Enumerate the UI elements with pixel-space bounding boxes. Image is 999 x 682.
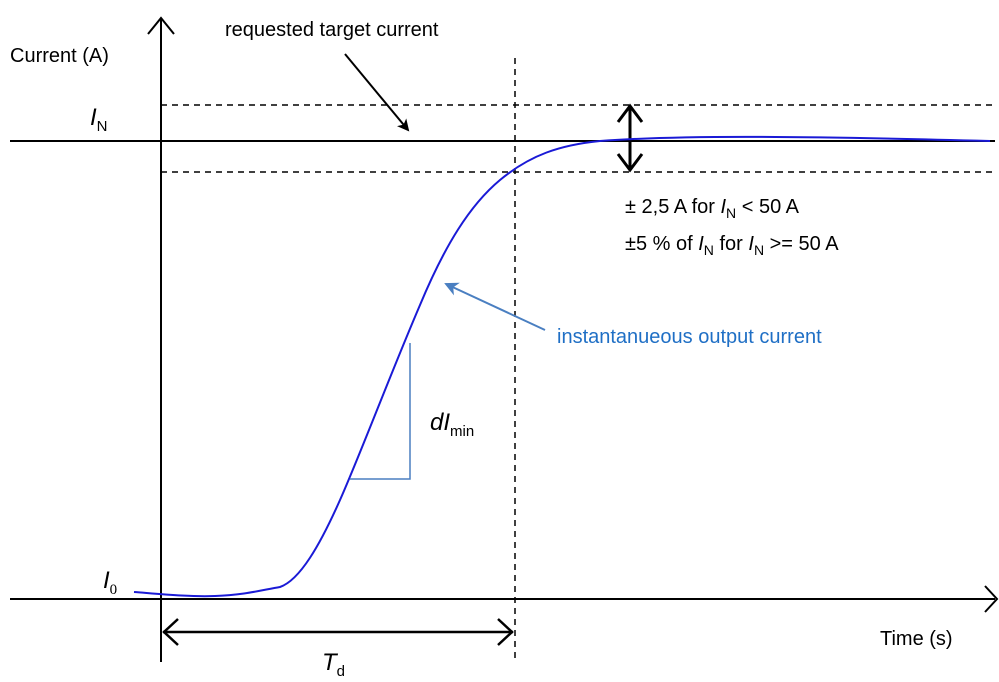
curve-label-pointer — [444, 282, 546, 331]
min-slope-symbol: dImin — [430, 409, 474, 440]
tolerance-arrow-bottom — [616, 153, 644, 173]
tolerance-arrow-top — [616, 103, 644, 123]
target-label-pointer — [344, 53, 410, 132]
curve-label: instantanueous output current — [557, 326, 822, 348]
output-current-curve — [133, 135, 991, 598]
target-current-label: requested target current — [225, 19, 439, 41]
y-axis-arrowhead — [147, 16, 175, 35]
x-axis-arrowhead — [984, 585, 999, 613]
target-current-symbol: IN — [90, 104, 108, 135]
initial-current-symbol: I0 — [103, 567, 117, 598]
y-axis-label: Current (A) — [10, 45, 109, 67]
td-arrow-left — [162, 618, 179, 646]
x-axis-label: Time (s) — [880, 628, 953, 650]
td-arrow-right — [497, 618, 514, 646]
settling-time-symbol: Td — [322, 649, 345, 680]
tolerance-line-2: ±5 % of IN for IN >= 50 A — [625, 233, 839, 258]
slope-triangle — [350, 343, 411, 480]
tolerance-line-1: ± 2,5 A for IN < 50 A — [625, 196, 800, 221]
